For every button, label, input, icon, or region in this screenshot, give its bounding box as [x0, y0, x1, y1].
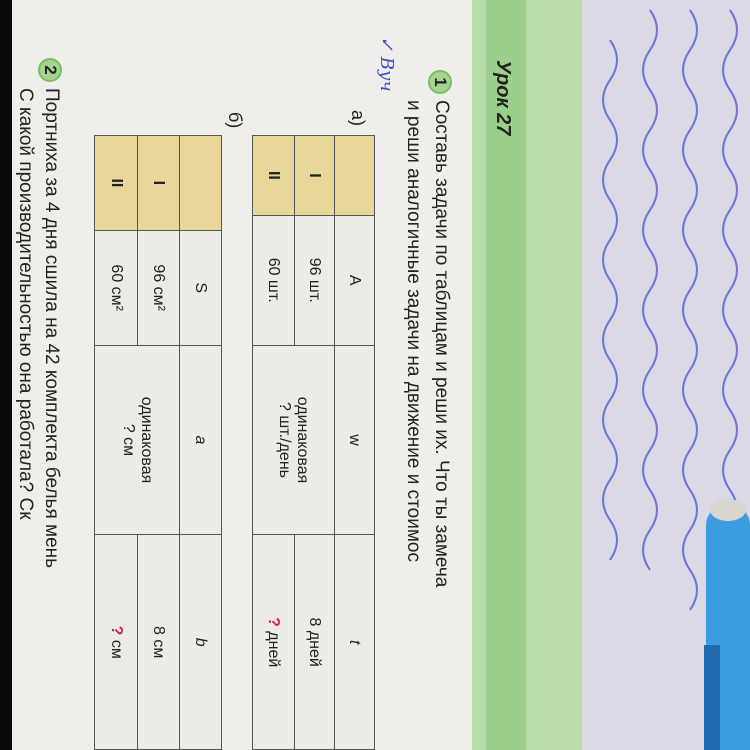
page-edge-shadow — [0, 0, 12, 750]
a-merged-line-1: одинаковая — [138, 396, 155, 484]
handwritten-checkmark: ✓ Вуч — [376, 36, 397, 92]
table-b: S a b I 96 см² одинаковая? см 8 см II 60… — [94, 135, 222, 750]
question-mark: ? — [108, 625, 125, 636]
cell-b-unit: см — [108, 639, 125, 659]
header-w: w — [334, 345, 375, 535]
question-mark: ? — [265, 617, 283, 627]
cell-b: 8 см — [137, 534, 180, 750]
cell-S: 60 см² — [94, 230, 138, 346]
cell-S: 96 см² — [137, 230, 180, 346]
cell-w-merged: одинаковая? шт./день — [252, 345, 335, 535]
task-1-text-line-2: и реши аналогичные задачи на движение и … — [403, 100, 424, 562]
table-a: A w t I 96 шт. одинаковая? шт./день 8 дн… — [252, 135, 375, 750]
cell-t-unit: дней — [265, 631, 283, 668]
task-1-text-line-1: Составь задачи по таблицам и реши их. Чт… — [431, 100, 452, 588]
row-label: II — [252, 135, 295, 216]
task-2-text-line-1: Портниха за 4 дня сшила на 42 комплекта … — [41, 88, 62, 569]
header-b: b — [179, 534, 222, 750]
cell-A: 96 шт. — [294, 215, 335, 346]
header-empty — [334, 135, 375, 216]
header-a: a — [179, 345, 222, 535]
pen — [704, 499, 750, 750]
cell-t: 8 дней — [294, 534, 335, 750]
w-merged-line-2: ? шт./день — [276, 401, 294, 478]
notebook-page — [578, 0, 750, 750]
row-label: I — [137, 135, 180, 231]
lesson-title: Урок 27 — [492, 60, 514, 136]
header-t: t — [334, 534, 375, 750]
task-2-number: 2 — [38, 58, 62, 82]
row-label: I — [294, 135, 335, 216]
header-S: S — [179, 230, 222, 346]
task-1-number: 1 — [428, 70, 452, 94]
header-empty — [179, 135, 222, 231]
part-a-label: а) — [348, 110, 368, 127]
lesson-header-band — [470, 0, 582, 750]
cell-t: ? дней — [252, 534, 295, 750]
row-label: II — [94, 135, 138, 231]
cell-b: ? см — [94, 534, 138, 750]
a-merged-line-2: ? см — [120, 423, 137, 457]
cell-a-merged: одинаковая? см — [94, 345, 180, 535]
w-merged-line-1: одинаковая — [294, 396, 312, 484]
header-A: A — [334, 215, 375, 346]
task-2-text-line-2: С какой производительностью она работала… — [15, 88, 36, 520]
cell-A: 60 шт. — [252, 215, 295, 346]
part-b-label: б) — [225, 112, 245, 129]
